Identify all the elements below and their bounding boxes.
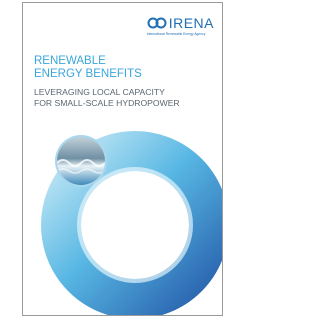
ring-highlight (79, 169, 191, 281)
title: RENEWABLE ENERGY BENEFITS (34, 55, 142, 80)
subtitle-line: LEVERAGING LOCAL CAPACITY (34, 87, 180, 98)
subtitle: LEVERAGING LOCAL CAPACITY FOR SMALL-SCAL… (34, 87, 180, 109)
page-root: {"logo": {"name": "IRENA", "tagline": "I… (0, 0, 241, 316)
logo: IRENA International Renewable Energy Age… (147, 15, 214, 36)
logo-mark (147, 17, 167, 29)
title-line: ENERGY BENEFITS (34, 68, 142, 81)
logo-tagline: International Renewable Energy Agency (147, 32, 214, 36)
subtitle-line: FOR SMALL-SCALE HYDROPOWER (34, 98, 180, 109)
title-line: RENEWABLE (34, 55, 142, 68)
cover: IRENA International Renewable Energy Age… (22, 2, 223, 316)
cover-art (23, 3, 222, 315)
